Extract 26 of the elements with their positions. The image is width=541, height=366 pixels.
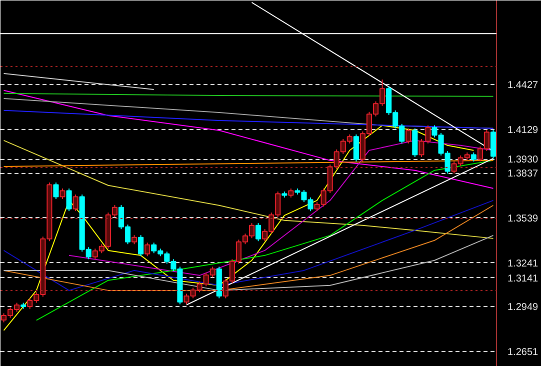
y-tick-label: 1.4427 — [508, 80, 539, 92]
candlestick — [66, 188, 72, 212]
candlestick — [72, 194, 78, 212]
candlestick — [470, 152, 476, 162]
candlestick — [132, 234, 138, 245]
candlestick — [288, 188, 294, 198]
y-tick-label: 1.3930 — [508, 154, 539, 166]
line-series — [3, 90, 494, 189]
y-tick-label: 1.2651 — [508, 346, 539, 358]
candlestick — [256, 222, 262, 242]
line-series — [36, 160, 494, 321]
candlestick — [60, 188, 66, 200]
y-tick-label: 1.3539 — [508, 213, 539, 224]
y-tick-label: 1.3141 — [508, 273, 539, 284]
y-tick-label: 1.3241 — [508, 258, 539, 270]
candlestick — [144, 242, 150, 257]
line-series — [3, 124, 474, 331]
line-series — [3, 234, 494, 291]
candlestick — [53, 182, 59, 200]
y-tick-label: 1.2949 — [508, 302, 539, 314]
y-tick-label: 1.3837 — [508, 168, 539, 180]
y-tick-label: 1.4129 — [508, 124, 539, 136]
candlestick — [353, 134, 359, 162]
candlestick — [406, 128, 412, 144]
line-series — [3, 140, 494, 239]
candlestick — [138, 234, 144, 257]
